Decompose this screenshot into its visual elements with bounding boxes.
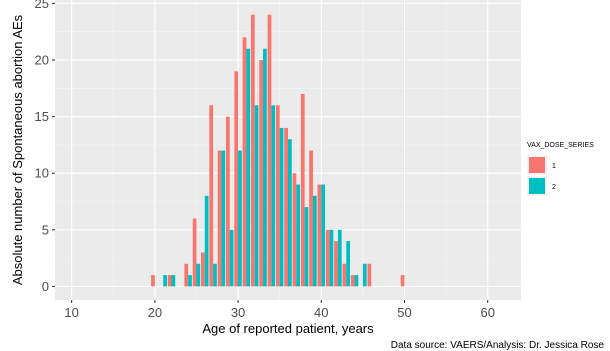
y-tick-label: 0 [42, 279, 49, 294]
bar-series-1 [217, 150, 222, 287]
bar-series-2 [229, 229, 234, 287]
legend-swatch-1 [529, 157, 545, 173]
bar-series-2 [329, 229, 334, 287]
legend-title: VAX_DOSE_SERIES [527, 142, 594, 149]
bar-series-2 [213, 263, 217, 287]
y-tick-label: 5 [42, 222, 49, 237]
bar-series-1 [309, 150, 313, 287]
bars [151, 14, 405, 287]
bar-series-1 [284, 127, 288, 287]
y-tick-label: 15 [35, 109, 49, 124]
bar-series-2 [312, 195, 317, 287]
x-tick-label: 40 [314, 305, 328, 320]
x-tick-label: 30 [231, 305, 245, 320]
bar-series-2 [171, 275, 176, 287]
x-tick-label: 60 [480, 305, 494, 320]
bar-series-2 [204, 195, 209, 287]
bar-series-2 [337, 229, 342, 287]
bar-series-1 [317, 184, 322, 287]
bar-series-1 [201, 252, 205, 287]
legend: VAX_DOSE_SERIES 1 2 [527, 142, 594, 196]
bar-series-2 [362, 263, 367, 287]
y-tick-label: 10 [35, 166, 49, 181]
bar-series-2 [279, 127, 284, 287]
bar-series-1 [300, 93, 305, 287]
bar-series-2 [321, 184, 326, 287]
bar-series-1 [234, 71, 239, 287]
bar-series-1 [334, 241, 338, 287]
bar-series-2 [188, 275, 192, 287]
bar-series-1 [350, 275, 355, 287]
bar-series-2 [238, 150, 242, 287]
bar-series-2 [354, 275, 359, 287]
bar-series-1 [367, 263, 372, 287]
bar-series-2 [221, 150, 226, 287]
bar-series-1 [275, 105, 280, 287]
y-axis: 0 5 10 15 20 25 [35, 0, 55, 294]
bar-series-1 [242, 37, 247, 287]
bar-series-1 [192, 218, 197, 287]
bar-series-2 [271, 105, 276, 287]
bar-series-1 [259, 60, 264, 287]
bar-series-2 [196, 263, 201, 287]
bar-series-2 [288, 139, 292, 287]
x-axis-title: Age of reported patient, years [202, 321, 374, 336]
bar-series-1 [209, 105, 214, 287]
bar-series-2 [163, 275, 167, 287]
bar-series-1 [184, 263, 189, 287]
y-tick-label: 25 [35, 0, 49, 11]
bar-series-2 [263, 48, 267, 287]
bar-series-2 [304, 207, 309, 287]
legend-label-1: 1 [552, 163, 556, 170]
bar-series-2 [254, 105, 259, 287]
bar-series-1 [226, 116, 230, 287]
caption: Data source: VAERS/Analysis: Dr. Jessica… [391, 340, 605, 351]
x-tick-label: 10 [64, 305, 78, 320]
x-tick-label: 20 [148, 305, 162, 320]
bar-series-2 [346, 241, 350, 287]
x-axis: 10 20 30 40 50 60 [64, 300, 495, 320]
bar-series-1 [167, 275, 172, 287]
bar-series-2 [296, 184, 301, 287]
bar-series-1 [267, 14, 272, 287]
bar-series-1 [325, 229, 330, 287]
legend-swatch-2 [529, 178, 545, 194]
bar-series-1 [292, 173, 297, 287]
bar-series-1 [400, 275, 405, 287]
x-tick-label: 50 [397, 305, 411, 320]
y-axis-title: Absolute number of Spontaneous abortion … [10, 14, 25, 285]
bar-series-1 [250, 14, 255, 287]
bar-series-2 [246, 48, 251, 287]
y-tick-label: 20 [35, 53, 49, 68]
bar-series-1 [151, 275, 155, 287]
bar-series-1 [342, 263, 347, 287]
legend-label-2: 2 [552, 184, 556, 191]
